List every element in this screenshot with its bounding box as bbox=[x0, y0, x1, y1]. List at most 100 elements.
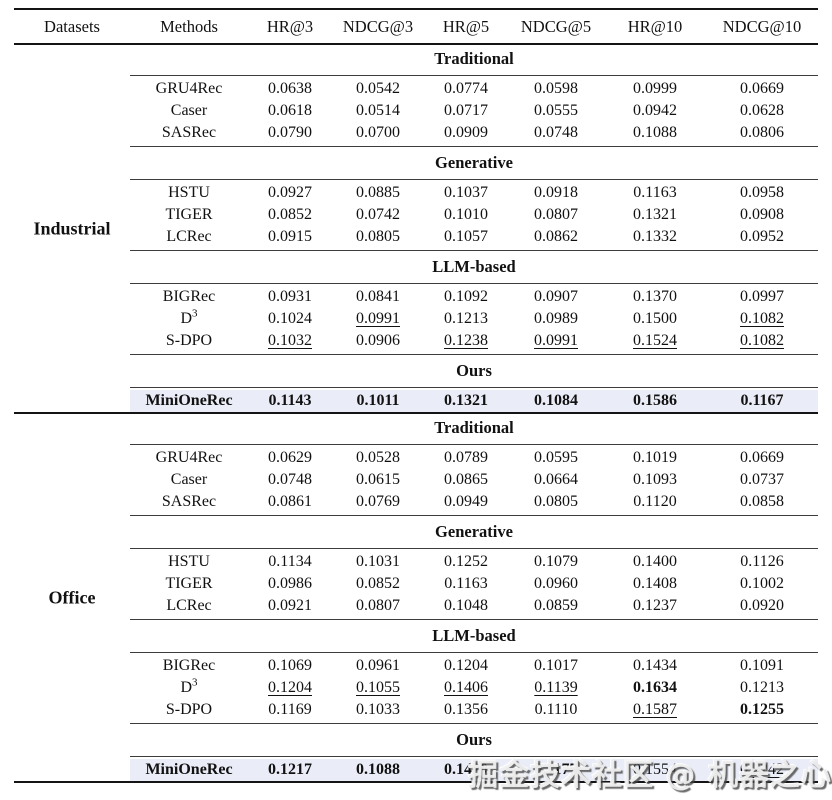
rule-line bbox=[130, 250, 818, 251]
section-divider-rule bbox=[14, 177, 818, 182]
method-name: LCRec bbox=[166, 597, 212, 614]
metric-value: 0.0921 bbox=[268, 597, 312, 614]
metric-value: 0.1217 bbox=[248, 759, 332, 781]
section-header-row: Ours bbox=[14, 726, 818, 754]
metric-value: 0.1634 bbox=[633, 679, 677, 696]
method-name: SASRec bbox=[161, 493, 217, 510]
metric-value: 0.0807 bbox=[534, 206, 578, 223]
section-divider-rule bbox=[14, 281, 818, 286]
section-label-traditional: Traditional bbox=[434, 418, 514, 437]
metric-value: 0.1019 bbox=[633, 449, 677, 466]
method-name: S-DPO bbox=[165, 332, 213, 349]
metric-value: 0.0748 bbox=[534, 124, 578, 141]
metric-value: 0.0908 bbox=[740, 206, 784, 223]
metric-value: 0.0986 bbox=[268, 575, 312, 592]
table-row-caser: Caser 0.0618 0.0514 0.0717 0.0555 0.0942 0.062… bbox=[14, 100, 818, 122]
rule-line bbox=[130, 179, 818, 180]
metric-value: 0.1406 bbox=[444, 679, 488, 696]
table-row-gru4rec: GRU4Rec 0.0629 0.0528 0.0789 0.0595 0.1019 0.0… bbox=[14, 447, 818, 469]
metric-value: 0.0920 bbox=[740, 597, 784, 614]
section-divider-rule bbox=[14, 73, 818, 78]
metric-value: 0.0852 bbox=[356, 575, 400, 592]
metric-value: 0.1033 bbox=[356, 701, 400, 718]
metric-value: 0.1177 bbox=[508, 759, 604, 781]
metric-value: 0.1321 bbox=[424, 390, 508, 412]
metric-value: 0.1048 bbox=[444, 597, 488, 614]
metric-value: 0.0907 bbox=[534, 288, 578, 305]
metric-value: 0.0841 bbox=[356, 288, 400, 305]
metric-value: 0.1093 bbox=[633, 471, 677, 488]
metric-value: 0.0629 bbox=[268, 449, 312, 466]
dataset-label-industrial: Industrial bbox=[33, 218, 111, 238]
metric-value: 0.0790 bbox=[268, 124, 312, 141]
metric-value: 0.1163 bbox=[444, 575, 488, 592]
dataset-label-office: Office bbox=[48, 587, 96, 607]
metric-value: 0.0774 bbox=[444, 80, 488, 97]
metric-value: 0.1434 bbox=[633, 657, 677, 674]
method-name: Caser bbox=[170, 102, 208, 119]
section-header-row: LLM-based bbox=[14, 622, 818, 650]
metric-value: 0.1057 bbox=[444, 228, 488, 245]
col-header-ndcg5: NDCG@5 bbox=[520, 17, 592, 36]
section-divider-rule bbox=[14, 513, 818, 518]
metric-value: 0.0618 bbox=[268, 102, 312, 119]
table-header: Datasets Methods HR@3 NDCG@3 HR@5 NDCG@5… bbox=[14, 10, 818, 43]
col-header-hr5: HR@5 bbox=[442, 17, 490, 36]
metric-value: 0.1252 bbox=[444, 553, 488, 570]
metric-value: 0.0997 bbox=[740, 288, 784, 305]
metric-value: 0.0669 bbox=[740, 449, 784, 466]
metric-value: 0.1032 bbox=[268, 332, 312, 349]
metric-value: 0.0942 bbox=[633, 102, 677, 119]
metric-value: 0.0865 bbox=[444, 471, 488, 488]
metric-value: 0.0598 bbox=[534, 80, 578, 97]
rule-line bbox=[130, 283, 818, 284]
metric-value: 0.1242 bbox=[706, 759, 818, 781]
table-row-d: D3 0.1204 0.1055 0.1406 0.1139 0.1634 0.1213 bbox=[14, 677, 818, 699]
section-label-traditional: Traditional bbox=[434, 49, 514, 68]
metric-value: 0.1332 bbox=[633, 228, 677, 245]
metric-value: 0.1010 bbox=[444, 206, 488, 223]
metric-value: 0.1370 bbox=[633, 288, 677, 305]
method-name: Caser bbox=[170, 471, 208, 488]
table-row-minionerec: MiniOneRec 0.1143 0.1011 0.1321 0.1084 0.1586… bbox=[14, 390, 818, 412]
col-header-ndcg10: NDCG@10 bbox=[722, 17, 802, 36]
metric-value: 0.1213 bbox=[740, 679, 784, 696]
section-divider-rule bbox=[14, 617, 818, 622]
rule-line bbox=[130, 387, 818, 388]
metric-value: 0.0918 bbox=[534, 184, 578, 201]
rule-line bbox=[130, 619, 818, 620]
table-row-sasrec: SASRec 0.0861 0.0769 0.0949 0.0805 0.1120 0.08… bbox=[14, 491, 818, 513]
metric-value: 0.1037 bbox=[444, 184, 488, 201]
method-name: BIGRec bbox=[162, 288, 216, 305]
metric-value: 0.0528 bbox=[356, 449, 400, 466]
metric-value: 0.0859 bbox=[534, 597, 578, 614]
metric-value: 0.1213 bbox=[444, 310, 488, 327]
metric-value: 0.1356 bbox=[444, 701, 488, 718]
mid-rule bbox=[14, 412, 818, 414]
metric-value: 0.0952 bbox=[740, 228, 784, 245]
method-name: SASRec bbox=[161, 124, 217, 141]
section-divider-rule bbox=[14, 546, 818, 551]
metric-value: 0.1237 bbox=[633, 597, 677, 614]
method-name: HSTU bbox=[168, 553, 210, 570]
metric-value: 0.1126 bbox=[740, 553, 784, 570]
metric-value: 0.1204 bbox=[268, 679, 312, 696]
header-bottom-rule bbox=[14, 43, 818, 45]
metric-value: 0.0748 bbox=[268, 471, 312, 488]
metric-value: 0.1088 bbox=[633, 124, 677, 141]
metric-value: 0.0949 bbox=[444, 493, 488, 510]
metric-value: 0.0742 bbox=[356, 206, 400, 223]
metric-value: 0.1586 bbox=[604, 390, 706, 412]
metric-value: 0.1079 bbox=[534, 553, 578, 570]
metric-value: 0.1204 bbox=[444, 657, 488, 674]
section-header-row: Generative bbox=[14, 518, 818, 546]
rule-line bbox=[130, 515, 818, 516]
metric-value: 0.0885 bbox=[356, 184, 400, 201]
metric-value: 0.1400 bbox=[633, 553, 677, 570]
section-label-generative: Generative bbox=[435, 153, 513, 172]
section-divider-rule bbox=[14, 650, 818, 655]
table-row-minionerec: MiniOneRec 0.1217 0.1088 0.1420 0.1177 0.1554… bbox=[14, 759, 818, 781]
watermark: 掘金技术社区 @ 机器之心 bbox=[468, 758, 832, 793]
section-divider-rule bbox=[14, 144, 818, 149]
dataset-block-industrial: Industrial Traditional GRU4Rec 0.0638 0.0542… bbox=[14, 45, 818, 412]
